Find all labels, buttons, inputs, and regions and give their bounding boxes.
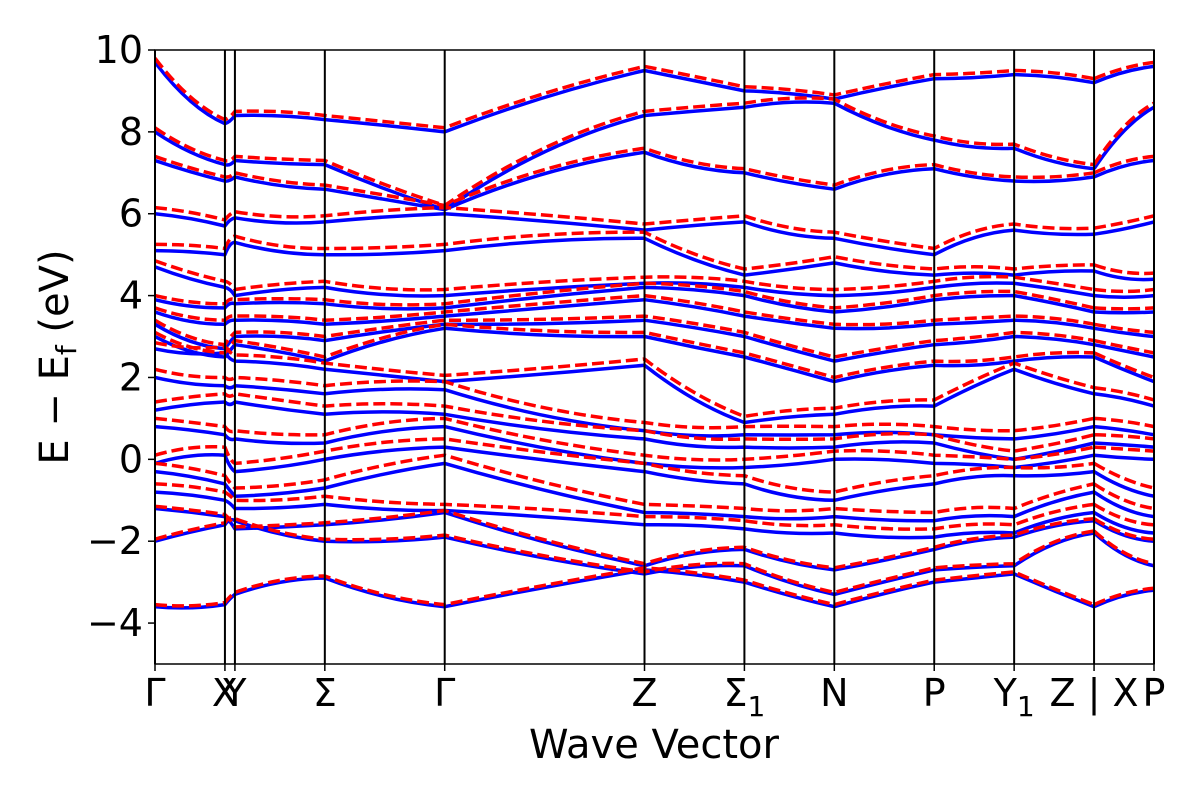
y-axis-ticks: −4 −2 0 2 4 6 8 10 [87, 28, 155, 645]
x-tick-label-main-10: Z | X [1050, 671, 1139, 716]
x-tick-label-main-4: Γ [434, 671, 455, 715]
y-tick-label-6: 8 [119, 110, 143, 154]
x-tick-label-11: P [1143, 671, 1166, 715]
dashed-band-18-segment-1 [1092, 101, 1154, 166]
y-tick-label-4: 4 [119, 274, 143, 318]
y-tick-label-7: 10 [95, 28, 143, 72]
solid-band-13-segment-1 [1094, 310, 1154, 315]
dashed-band-10-segment-0 [155, 322, 1095, 380]
solid-band-5-segment-1 [1093, 470, 1154, 498]
solid-band-6-segment-1 [1093, 453, 1154, 462]
dashed-band-10-segment-1 [1093, 351, 1154, 380]
y-axis-label: E − Ef (eV) [32, 249, 83, 464]
solid-band-11-segment-1 [1093, 342, 1154, 359]
solid-band-9-segment-1 [1093, 392, 1154, 408]
solid-band-12-segment-1 [1093, 326, 1154, 339]
solid-band-16-segment-0 [155, 211, 1095, 257]
x-tick-label-9: Y1 [993, 671, 1035, 723]
x-tick-label-main-0: Γ [144, 671, 165, 715]
solid-band-8-segment-1 [1093, 424, 1154, 437]
solid-band-1-segment-0 [155, 517, 1095, 597]
solid-band-14-segment-1 [1093, 293, 1154, 299]
x-tick-label-main-1: X [212, 671, 238, 715]
y-tick-label-0: −4 [87, 601, 143, 645]
x-tick-label-8: P [923, 671, 946, 715]
solid-band-17-segment-1 [1093, 158, 1154, 179]
dashed-band-2-segment-1 [1093, 517, 1154, 541]
x-tick-label-main-11: P [1143, 671, 1166, 715]
solid-band-18-segment-1 [1092, 105, 1154, 170]
dashed-band-14-segment-1 [1093, 287, 1154, 294]
y-tick-label-3: 2 [119, 355, 143, 399]
solid-band-15-segment-1 [1093, 269, 1154, 282]
dashed-band-1-segment-1 [1092, 529, 1154, 566]
dashed-band-0-segment-0 [155, 566, 1095, 608]
x-tick-label-0: Γ [144, 671, 165, 715]
y-tick-label-1: −2 [87, 519, 143, 563]
x-tick-label-main-9: Y [993, 671, 1018, 715]
dashed-band-19-segment-1 [1093, 60, 1154, 81]
plot-frame [154, 49, 1155, 665]
dashed-band-5-segment-1 [1093, 461, 1154, 490]
solid-band-17-segment-0 [155, 150, 1095, 212]
x-tick-label-subscript-6: 1 [748, 690, 766, 723]
dashed-band-9-segment-1 [1093, 385, 1154, 402]
dashed-band-12-segment-1 [1093, 322, 1154, 335]
x-tick-label-5: Z [631, 671, 657, 715]
x-tick-label-subscript-9: 1 [1017, 690, 1035, 723]
solid-band-16-segment-1 [1093, 220, 1154, 236]
dashed-band-17-segment-1 [1093, 154, 1154, 175]
solid-band-7-segment-0 [155, 400, 1095, 462]
y-axis-label-main: E − E [32, 355, 78, 465]
x-tick-label-10: Z | X [1050, 671, 1139, 716]
dashed-band-8-segment-1 [1093, 416, 1154, 429]
y-tick-label-2: 0 [119, 437, 143, 481]
solid-band-3-segment-1 [1093, 511, 1154, 535]
dashed-band-0-segment-1 [1093, 586, 1154, 607]
solid-band-10-segment-1 [1093, 355, 1154, 384]
dashed-band-6-segment-1 [1093, 445, 1154, 453]
bands-layer [155, 57, 1154, 610]
solid-band-0-segment-0 [155, 568, 1095, 610]
dashed-band-17-segment-0 [155, 146, 1095, 208]
x-axis-label: Wave Vector [529, 722, 780, 768]
x-tick-label-1: X [212, 671, 238, 715]
x-tick-label-main-7: N [820, 671, 848, 715]
x-tick-label-main-6: Σ [723, 671, 747, 715]
dashed-band-13-segment-1 [1093, 306, 1154, 311]
solid-band-19-segment-1 [1093, 64, 1154, 85]
dashed-band-4-segment-1 [1093, 482, 1154, 511]
x-tick-label-main-5: Z [631, 671, 657, 715]
dashed-band-12-segment-0 [155, 293, 1095, 327]
dashed-band-7-segment-1 [1094, 433, 1154, 441]
dashed-band-16-segment-1 [1093, 214, 1154, 230]
x-tick-label-main-2: Y [222, 671, 247, 715]
x-tick-label-main-8: P [923, 671, 946, 715]
dashed-band-11-segment-1 [1093, 338, 1154, 355]
x-tick-label-6: Σ1 [723, 671, 765, 723]
dashed-band-8-segment-0 [155, 367, 1095, 433]
y-axis-label-subscript: f [50, 344, 83, 355]
dashed-band-15-segment-1 [1093, 263, 1154, 276]
x-tick-label-4: Γ [434, 671, 455, 715]
dashed-band-3-segment-1 [1093, 502, 1154, 527]
x-tick-label-3: Σ [313, 671, 337, 715]
solid-band-0-segment-1 [1093, 588, 1154, 609]
x-tick-label-7: N [820, 671, 848, 715]
x-tick-label-2: Y [222, 671, 247, 715]
y-axis-label-unit: (eV) [32, 249, 78, 345]
solid-band-7-segment-1 [1094, 441, 1154, 449]
x-tick-label-main-3: Σ [313, 671, 337, 715]
solid-band-4-segment-1 [1093, 490, 1154, 519]
y-tick-label-5: 6 [119, 192, 143, 236]
